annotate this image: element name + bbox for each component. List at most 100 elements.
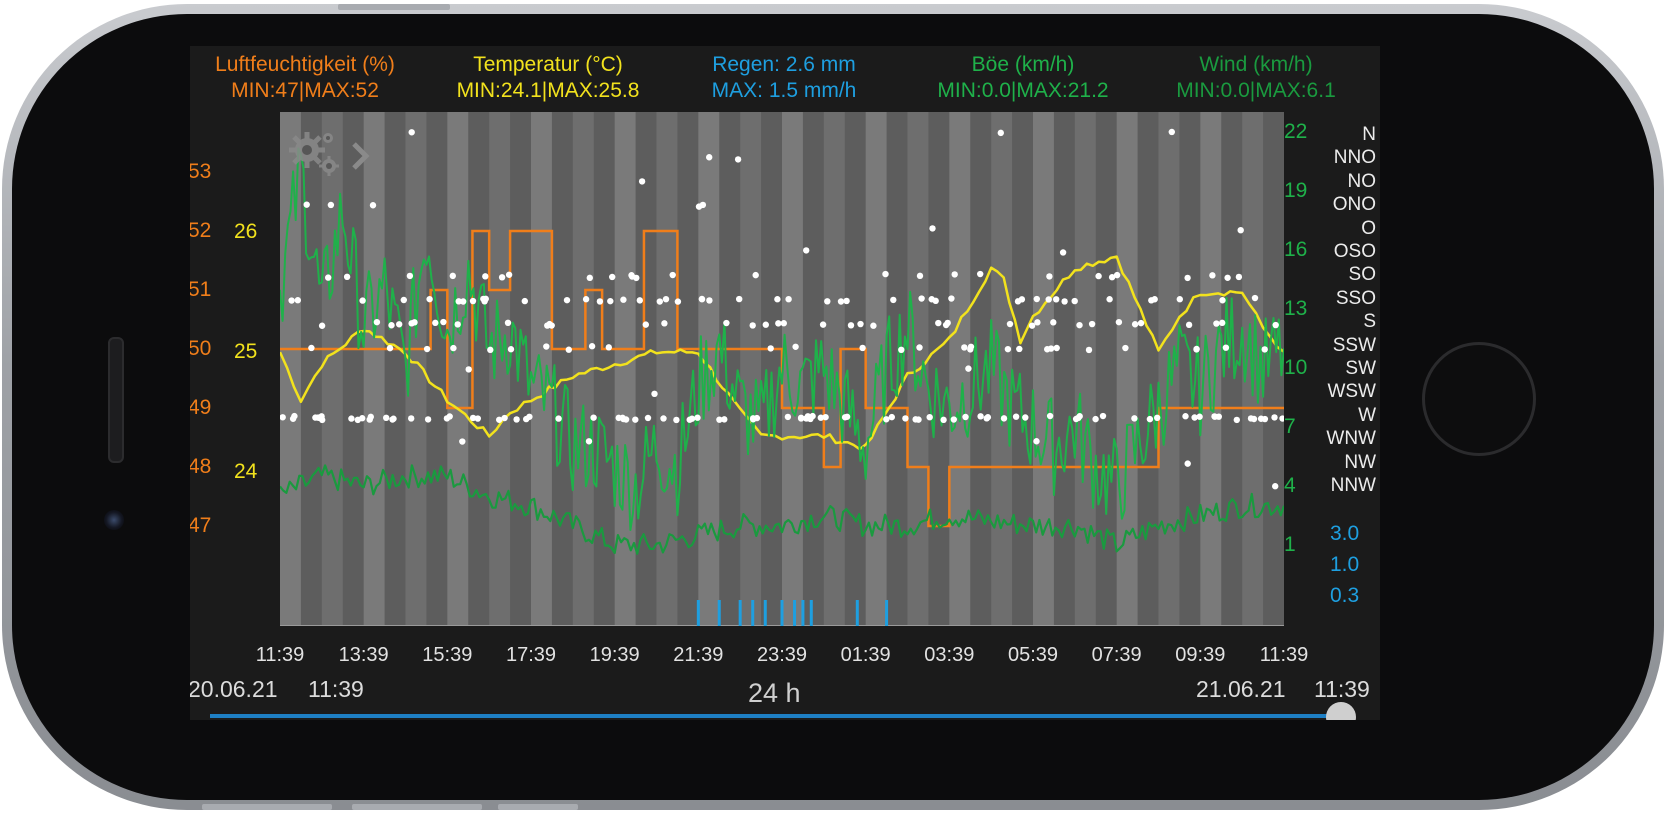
wind-direction-dot — [819, 321, 827, 328]
rain-bar — [751, 600, 755, 626]
wind-direction-dot — [961, 344, 968, 351]
wind-direction-dot — [1213, 320, 1220, 327]
wind-direction-dot — [706, 154, 713, 161]
wind-direction-dot — [857, 320, 864, 328]
wind-direction-dot — [1257, 415, 1265, 422]
wind-direction-dot — [642, 321, 649, 328]
chart-plot[interactable] — [280, 112, 1284, 626]
wind-direction-dot — [1146, 415, 1154, 423]
gears-icon[interactable] — [285, 126, 375, 186]
wind-direction-dot — [698, 295, 706, 303]
humidity-tick: 51 — [190, 278, 212, 301]
home-button[interactable] — [1422, 342, 1536, 456]
wind-tick: 10 — [1284, 356, 1308, 379]
wind-direction-dot — [369, 202, 377, 209]
wind-direction-dot — [962, 413, 969, 421]
wind-direction-dot — [1099, 412, 1107, 420]
wind-direction-dot — [1122, 344, 1129, 352]
direction-tick: O — [1361, 217, 1376, 239]
wind-direction-dot — [607, 297, 614, 305]
wind-direction-dot — [481, 298, 488, 305]
hour-band — [280, 112, 301, 626]
wind-direction-dot — [1033, 295, 1040, 303]
rain-tick: 1.0 — [1330, 553, 1360, 576]
hour-band — [1074, 112, 1096, 626]
wind-direction-dot — [507, 346, 515, 353]
wind-tick: 22 — [1284, 120, 1308, 143]
wind-direction-dot — [605, 344, 612, 351]
time-tick: 01:39 — [840, 644, 891, 666]
wind-direction-dot — [632, 416, 639, 423]
hour-band — [447, 112, 469, 626]
direction-tick: NNW — [1330, 475, 1376, 496]
wind-direction-dot — [1034, 319, 1041, 326]
time-tick: 09:39 — [1175, 644, 1226, 666]
time-slider-track[interactable] — [210, 714, 1350, 718]
wind-direction-dot — [1045, 296, 1052, 303]
wind-direction-dot — [1028, 322, 1036, 329]
wind-direction-dot — [1018, 296, 1026, 303]
wind-direction-dot — [1044, 346, 1051, 353]
wind-direction-dot — [432, 319, 439, 327]
wind-direction-dot — [388, 322, 395, 329]
wind-direction-dot — [1279, 415, 1284, 422]
side-button — [498, 804, 578, 810]
direction-tick: SSO — [1335, 287, 1376, 309]
temperature-title: Temperatur (°C) — [473, 53, 623, 76]
wind-direction-dot — [454, 321, 461, 328]
rain-bar — [793, 600, 797, 626]
wind-direction-dot — [1050, 319, 1057, 326]
wind-direction-dot — [521, 297, 528, 305]
wind-direction-dot — [586, 274, 593, 282]
wind-direction-dot — [1154, 414, 1161, 422]
humidity-tick: 50 — [190, 337, 212, 360]
wind-direction-dot — [318, 413, 325, 420]
wind-direction-dot — [651, 390, 658, 398]
humidity-header: Luftfeuchtigkeit (%) MIN:47|MAX:52 — [190, 52, 420, 104]
wind-direction-dot — [1168, 128, 1175, 136]
wind-direction-dot — [716, 416, 723, 423]
time-slider-handle[interactable] — [1326, 702, 1356, 720]
direction-tick: WSW — [1327, 381, 1376, 403]
wind-direction-dot — [843, 297, 850, 305]
wind-direction-dot — [1072, 415, 1080, 423]
wind-direction-dot — [523, 415, 530, 423]
wind-direction-dot — [383, 414, 390, 422]
wind-direction-dot — [1046, 273, 1053, 280]
wind-direction-dot — [1004, 345, 1012, 353]
wind-direction-dot — [501, 414, 508, 422]
range-label[interactable]: 24 h — [748, 678, 801, 708]
wind-direction-dot — [426, 295, 433, 303]
wind-direction-dot — [1131, 415, 1138, 422]
wind-direction-dot — [1085, 346, 1093, 354]
wind-direction-dot — [1176, 296, 1183, 303]
hour-band — [321, 112, 343, 626]
wind-direction-dot — [1095, 272, 1102, 280]
wind-direction-dot — [609, 273, 616, 281]
wind-direction-dot — [389, 416, 396, 423]
time-tick: 17:39 — [505, 644, 557, 666]
chevron-right-icon[interactable] — [350, 140, 372, 172]
humidity-title: Luftfeuchtigkeit (%) — [215, 53, 395, 76]
hour-band — [1200, 112, 1222, 626]
wind-direction-dot — [673, 416, 680, 424]
wind-direction-dot — [308, 344, 315, 352]
wind-direction-dot — [459, 438, 466, 445]
rain-bar — [801, 600, 805, 626]
rain-bar — [780, 600, 784, 626]
wind-direction-dot — [1022, 414, 1029, 421]
wind-direction-dot — [498, 274, 506, 281]
wind-direction-dot — [1219, 297, 1226, 304]
rain-bar — [885, 600, 889, 626]
wind-direction-dot — [847, 322, 855, 329]
wind-direction-dot — [721, 416, 728, 423]
wind-direction-dot — [660, 415, 667, 422]
direction-tick: OSO — [1333, 241, 1376, 262]
wind-direction-dot — [1006, 320, 1014, 328]
direction-tick: SW — [1345, 358, 1376, 379]
wind-direction-dot — [487, 346, 494, 354]
humidity-tick: 47 — [190, 514, 212, 537]
wind-direction-dot — [1000, 415, 1008, 422]
hour-band — [991, 112, 1013, 626]
wind-direction-dot — [965, 365, 972, 372]
